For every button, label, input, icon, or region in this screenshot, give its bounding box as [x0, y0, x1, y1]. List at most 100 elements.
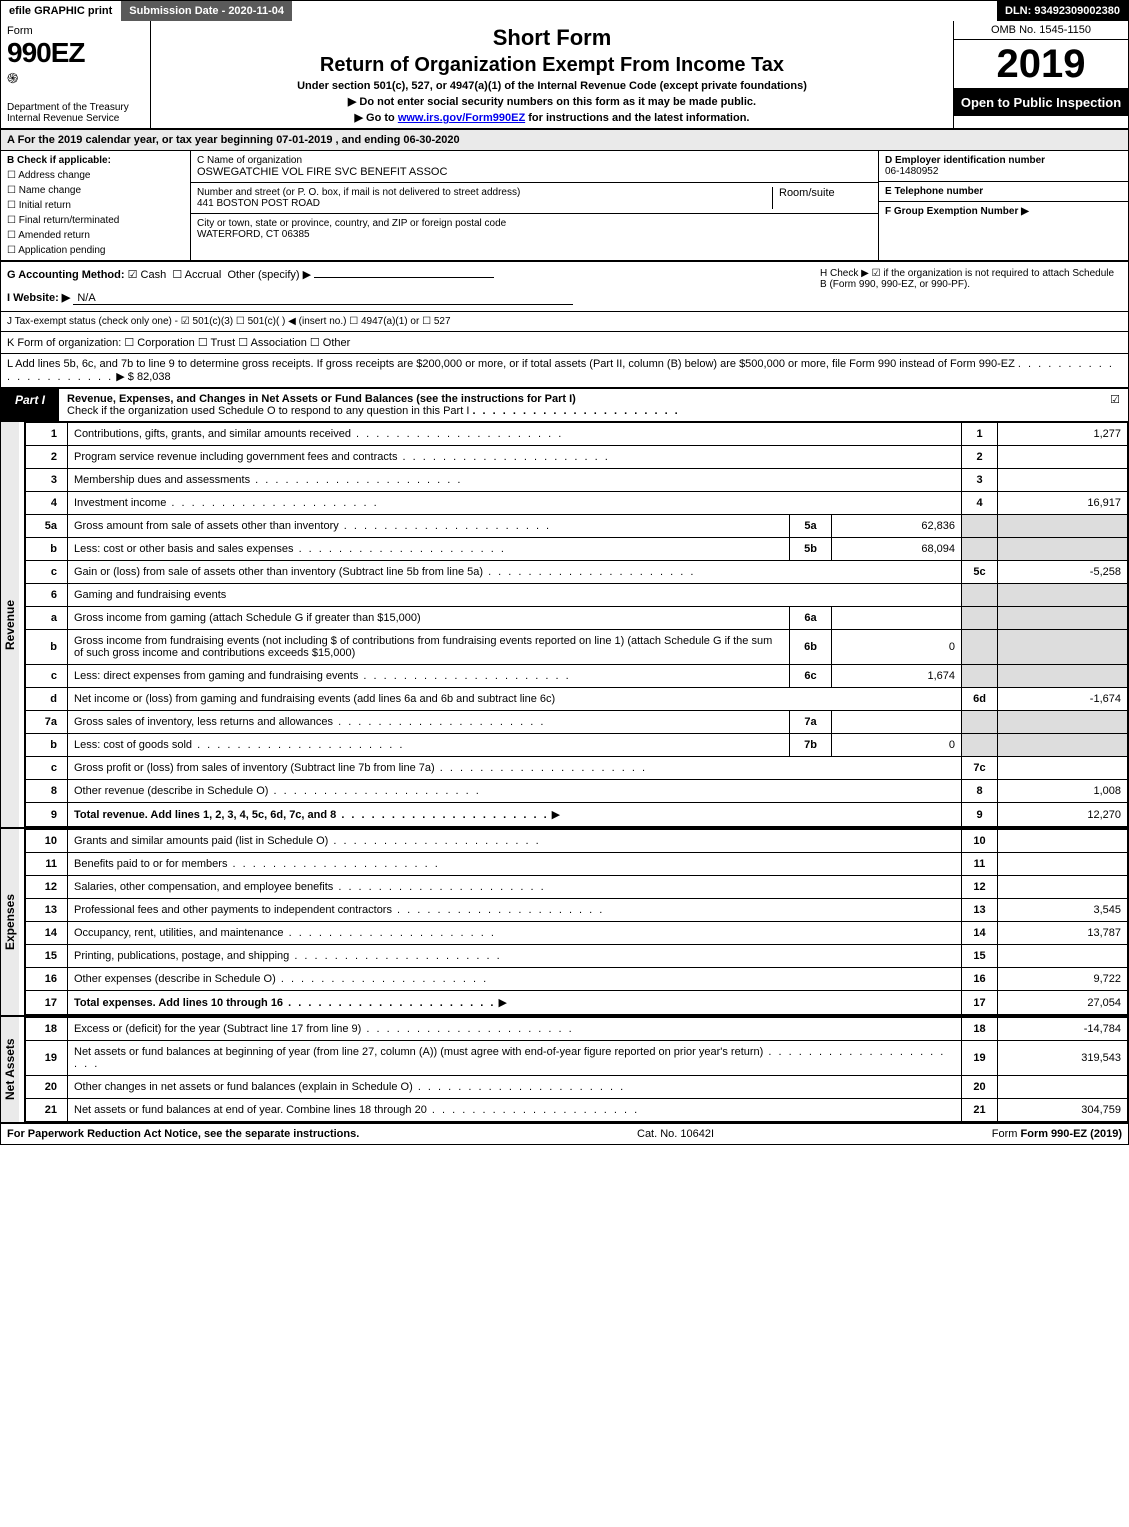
- do-not-enter-warning: ▶ Do not enter social security numbers o…: [159, 95, 945, 108]
- line-16: 16 Other expenses (describe in Schedule O…: [26, 968, 1128, 991]
- l6c-shade2: [998, 665, 1128, 688]
- box-c: C Name of organization OSWEGATCHIE VOL F…: [191, 151, 878, 260]
- row-l: L Add lines 5b, 6c, and 7b to line 9 to …: [1, 354, 1128, 387]
- l5a-shade2: [998, 515, 1128, 538]
- line-6c: cLess: direct expenses from gaming and f…: [26, 665, 1128, 688]
- chk-amended-return[interactable]: Amended return: [7, 230, 184, 241]
- l6c-shade: [962, 665, 998, 688]
- l3-desc: Membership dues and assessments: [74, 474, 462, 486]
- l5c-no: c: [26, 561, 68, 584]
- chk-final-return[interactable]: Final return/terminated: [7, 215, 184, 226]
- l4-no: 4: [26, 492, 68, 515]
- line-a-period: A For the 2019 calendar year, or tax yea…: [1, 130, 1128, 151]
- short-form-title: Short Form: [159, 25, 945, 51]
- l20-no: 20: [26, 1076, 68, 1099]
- identity-block: B Check if applicable: Address change Na…: [1, 151, 1128, 262]
- l21-amt: 304,759: [998, 1099, 1128, 1122]
- l6a-shade: [962, 607, 998, 630]
- line-11: 11Benefits paid to or for members11: [26, 853, 1128, 876]
- tax-year: 2019: [954, 40, 1128, 89]
- l5b-no: b: [26, 538, 68, 561]
- efile-label: efile GRAPHIC print: [1, 1, 121, 21]
- room-suite-label: Room/suite: [779, 187, 835, 199]
- l7a-desc: Gross sales of inventory, less returns a…: [74, 716, 545, 728]
- phone-label: E Telephone number: [885, 186, 983, 197]
- l16-rn: 16: [962, 968, 998, 991]
- l6b-shade2: [998, 630, 1128, 665]
- l12-no: 12: [26, 876, 68, 899]
- l1-amt: 1,277: [998, 423, 1128, 446]
- line-4: 4Investment income416,917: [26, 492, 1128, 515]
- org-name: OSWEGATCHIE VOL FIRE SVC BENEFIT ASSOC: [197, 166, 447, 178]
- chk-accrual[interactable]: Accrual: [172, 269, 221, 281]
- l5c-amt: -5,258: [998, 561, 1128, 584]
- l5a-desc: Gross amount from sale of assets other t…: [74, 520, 551, 532]
- revenue-side-text: Revenue: [1, 422, 19, 827]
- l17-desc: Total expenses. Add lines 10 through 16: [74, 997, 495, 1009]
- l6b-no: b: [26, 630, 68, 665]
- chk-application-pending[interactable]: Application pending: [7, 245, 184, 256]
- box-b: B Check if applicable: Address change Na…: [1, 151, 191, 260]
- row-l-amt: 82,038: [137, 371, 171, 383]
- cat-no: Cat. No. 10642I: [637, 1128, 714, 1140]
- l6a-desc: Gross income from gaming (attach Schedul…: [68, 607, 790, 630]
- l6-desc: Gaming and fundraising events: [68, 584, 962, 607]
- expenses-table: 10Grants and similar amounts paid (list …: [25, 829, 1128, 1015]
- l5b-shade: [962, 538, 998, 561]
- l6b-shade: [962, 630, 998, 665]
- l5a-sn: 5a: [790, 515, 832, 538]
- topbar-spacer: [293, 1, 997, 21]
- netassets-section: Net Assets 18Excess or (deficit) for the…: [1, 1015, 1128, 1122]
- l10-no: 10: [26, 830, 68, 853]
- website-value: N/A: [73, 292, 573, 305]
- line-14: 14Occupancy, rent, utilities, and mainte…: [26, 922, 1128, 945]
- line-19: 19Net assets or fund balances at beginni…: [26, 1041, 1128, 1076]
- chk-name-change[interactable]: Name change: [7, 185, 184, 196]
- l7b-sn: 7b: [790, 734, 832, 757]
- l6c-desc: Less: direct expenses from gaming and fu…: [74, 670, 571, 682]
- l7a-sa: [832, 711, 962, 734]
- part-1-check-mark[interactable]: ☑: [1102, 389, 1128, 421]
- l11-no: 11: [26, 853, 68, 876]
- l21-rn: 21: [962, 1099, 998, 1122]
- ein-value: 06-1480952: [885, 166, 938, 177]
- l6a-sn: 6a: [790, 607, 832, 630]
- chk-initial-return[interactable]: Initial return: [7, 200, 184, 211]
- org-name-label: C Name of organization: [197, 155, 302, 166]
- l8-amt: 1,008: [998, 780, 1128, 803]
- l16-desc: Other expenses (describe in Schedule O): [74, 973, 488, 985]
- l8-rn: 8: [962, 780, 998, 803]
- l6a-shade2: [998, 607, 1128, 630]
- l15-rn: 15: [962, 945, 998, 968]
- other-specify-input[interactable]: [314, 277, 494, 278]
- header-left: Form 990EZ ֍ Department of the Treasury …: [1, 21, 151, 128]
- l9-amt: 12,270: [998, 803, 1128, 827]
- group-exemption-label: F Group Exemption Number ▶: [885, 206, 1029, 217]
- form-ref: Form Form 990-EZ (2019): [992, 1128, 1122, 1140]
- form-ref-bold: Form 990-EZ (2019): [1021, 1128, 1122, 1140]
- part-1-bar: Part I Revenue, Expenses, and Changes in…: [1, 387, 1128, 422]
- l3-no: 3: [26, 469, 68, 492]
- l6b-sn: 6b: [790, 630, 832, 665]
- line-20: 20Other changes in net assets or fund ba…: [26, 1076, 1128, 1099]
- line-15: 15 Printing, publications, postage, and s…: [26, 945, 1128, 968]
- line-6: 6Gaming and fundraising events: [26, 584, 1128, 607]
- chk-cash[interactable]: Cash: [128, 269, 167, 281]
- l7b-shade: [962, 734, 998, 757]
- l15-desc: Printing, publications, postage, and shi…: [74, 950, 502, 962]
- form-container: efile GRAPHIC print Submission Date - 20…: [0, 0, 1129, 1145]
- l21-desc: Net assets or fund balances at end of ye…: [74, 1104, 639, 1116]
- street-label: Number and street (or P. O. box, if mail…: [197, 187, 520, 198]
- l6b-sa: 0: [832, 630, 962, 665]
- chk-address-change[interactable]: Address change: [7, 170, 184, 181]
- paperwork-notice: For Paperwork Reduction Act Notice, see …: [7, 1128, 359, 1140]
- l9-rn: 9: [962, 803, 998, 827]
- l18-no: 18: [26, 1018, 68, 1041]
- l17-amt: 27,054: [998, 991, 1128, 1015]
- l7a-sn: 7a: [790, 711, 832, 734]
- l1-no: 1: [26, 423, 68, 446]
- irs-link[interactable]: www.irs.gov/Form990EZ: [398, 112, 525, 124]
- l7b-shade2: [998, 734, 1128, 757]
- l6d-rn: 6d: [962, 688, 998, 711]
- l13-amt: 3,545: [998, 899, 1128, 922]
